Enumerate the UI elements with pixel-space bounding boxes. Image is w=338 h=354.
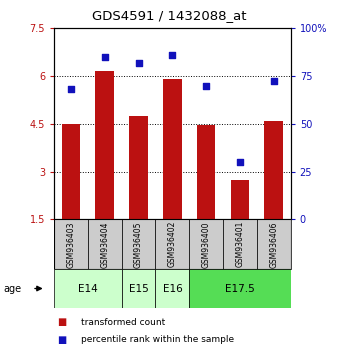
Text: E17.5: E17.5 — [225, 284, 255, 293]
Bar — [189, 219, 223, 269]
Point — [271, 78, 276, 84]
Bar — [189, 269, 291, 308]
Bar — [163, 79, 182, 219]
Bar — [62, 124, 80, 219]
Bar — [88, 219, 122, 269]
Bar — [155, 269, 189, 308]
Text: percentile rank within the sample: percentile rank within the sample — [81, 335, 234, 344]
Text: ■: ■ — [57, 335, 67, 345]
Bar — [54, 219, 88, 269]
Text: age: age — [3, 284, 22, 293]
Bar — [223, 219, 257, 269]
Point — [102, 54, 107, 60]
Text: ■: ■ — [57, 317, 67, 327]
Text: GSM936400: GSM936400 — [202, 221, 211, 268]
Bar — [257, 219, 291, 269]
Bar — [54, 269, 122, 308]
Text: transformed count: transformed count — [81, 318, 165, 327]
Text: GSM936401: GSM936401 — [236, 221, 244, 268]
Text: GSM936402: GSM936402 — [168, 221, 177, 268]
Bar — [122, 219, 155, 269]
Bar — [129, 116, 148, 219]
Bar — [197, 126, 216, 219]
Text: GDS4591 / 1432088_at: GDS4591 / 1432088_at — [92, 9, 246, 22]
Point — [136, 61, 141, 66]
Bar — [231, 179, 249, 219]
Text: GSM936404: GSM936404 — [100, 221, 109, 268]
Text: E14: E14 — [78, 284, 98, 293]
Text: GSM936405: GSM936405 — [134, 221, 143, 268]
Text: GSM936406: GSM936406 — [269, 221, 278, 268]
Text: E15: E15 — [129, 284, 148, 293]
Text: E16: E16 — [163, 284, 182, 293]
Point — [68, 86, 74, 92]
Bar — [264, 121, 283, 219]
Point — [203, 83, 209, 88]
Text: GSM936403: GSM936403 — [67, 221, 75, 268]
Point — [170, 52, 175, 58]
Bar — [155, 219, 189, 269]
Point — [237, 159, 243, 165]
Bar — [96, 72, 114, 219]
Bar — [122, 269, 155, 308]
